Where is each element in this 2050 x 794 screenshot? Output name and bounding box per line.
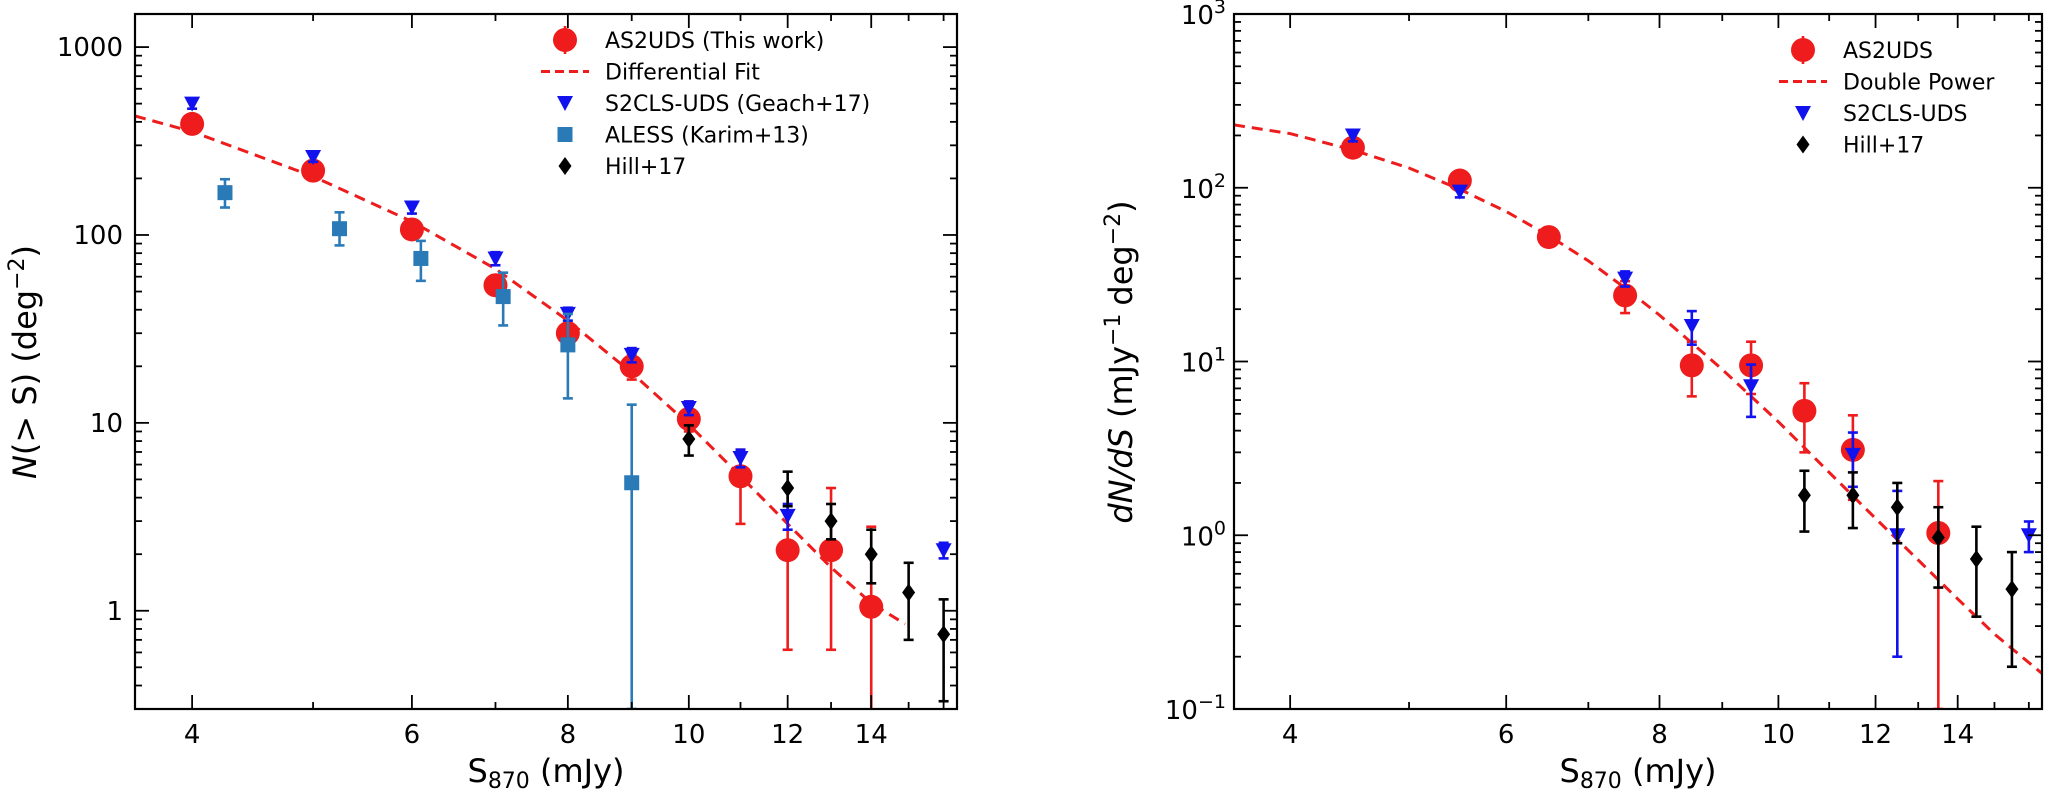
legend-as2uds-this-work-swatch	[553, 28, 577, 52]
cumulative-marks	[135, 96, 952, 709]
y-tick-label: 1	[106, 597, 123, 627]
y-tick-label: 10	[90, 409, 123, 439]
aless-karim-13-point	[624, 475, 640, 491]
as2uds-point	[1536, 225, 1561, 250]
s2cls-uds-geach-17-point	[779, 508, 796, 524]
legend-hill-17-swatch	[1796, 135, 1810, 154]
legend-aless-karim-13-swatch	[557, 127, 573, 142]
y-tick-label: 100	[73, 221, 123, 251]
y-tick-label: 102	[1181, 170, 1226, 205]
as2uds-point	[1613, 283, 1638, 308]
s2cls-uds-geach-17-point	[184, 96, 201, 112]
hill-17-point	[824, 512, 838, 531]
aless-karim-13-point	[495, 289, 511, 305]
hill-17-point	[1890, 498, 1904, 517]
legend-s2cls-uds-geach-17-label: S2CLS-UDS (Geach+17)	[605, 92, 870, 117]
cumulative-x-axis-label: S870 (mJy)	[468, 752, 625, 794]
s2cls-uds-geach-17-point	[305, 150, 322, 166]
x-tick-label: 14	[855, 720, 888, 750]
s2cls-uds-geach-17-point	[935, 543, 952, 559]
s2cls-uds-point	[1451, 184, 1468, 200]
legend-hill-17-label: Hill+17	[605, 155, 686, 180]
legend-s2cls-uds-label: S2CLS-UDS	[1843, 102, 1968, 127]
as2uds-this-work-point	[301, 158, 326, 183]
legend-hill-17-label: Hill+17	[1843, 134, 1924, 159]
legend-hill-17-swatch	[558, 157, 572, 175]
x-tick-label: 14	[1941, 720, 1974, 750]
legend-s2cls-uds-swatch	[1795, 106, 1811, 121]
s2cls-uds-point	[1844, 447, 1861, 463]
s2cls-uds-geach-17-point	[623, 347, 640, 363]
as2uds-this-work-point	[819, 538, 844, 563]
y-tick-label: 1000	[57, 33, 123, 63]
hill-17-point	[864, 545, 878, 564]
as2uds-this-work-point	[619, 354, 644, 379]
hill-17-point	[781, 479, 795, 498]
aless-karim-13-point	[332, 221, 348, 237]
cumulative-legend: AS2UDS (This work) Differential Fit S2CLS-…	[541, 26, 870, 180]
x-tick-label: 6	[1498, 720, 1515, 750]
cumulative-plot-frame	[133, 12, 959, 711]
as2uds-this-work-point	[676, 406, 701, 431]
s2cls-uds-geach-17-point	[680, 400, 697, 416]
differential-ticks: 4 6 8 10 12 14 10−1 100 101 102 103	[1165, 0, 2042, 750]
s2cls-uds-point	[1683, 319, 1700, 335]
s2cls-uds-point	[1617, 271, 1634, 287]
legend-aless-karim-13-label: ALESS (Karim+13)	[605, 124, 809, 149]
as2uds-point	[1792, 398, 1817, 423]
x-tick-label: 4	[184, 720, 201, 750]
double-power-fit-line	[1234, 123, 2042, 675]
legend-double-power-label: Double Power	[1843, 71, 1995, 96]
legend-s2cls-uds-geach-17-swatch	[557, 96, 573, 111]
differential-counts-chart: 4 6 8 10 12 14 10−1 100 101 102 103 S870 (mJy) dN/…	[1101, 0, 2044, 794]
aless-karim-13-point	[560, 337, 576, 353]
x-tick-label: 10	[1762, 720, 1795, 750]
s2cls-uds-geach-17-point	[403, 200, 420, 216]
differential-fit-fit-line	[135, 114, 906, 626]
as2uds-point	[1679, 353, 1704, 378]
differential-legend: AS2UDS Double Power S2CLS-UDS Hill+17	[1779, 36, 1995, 159]
hill-17-point	[937, 625, 951, 644]
x-tick-label: 8	[1651, 720, 1668, 750]
s2cls-uds-geach-17-point	[732, 451, 749, 467]
x-tick-label: 10	[672, 720, 705, 750]
as2uds-this-work-point	[399, 217, 424, 242]
legend-as2uds-label: AS2UDS	[1843, 39, 1933, 64]
s2cls-uds-point	[1743, 379, 1760, 395]
as2uds-this-work-point	[859, 594, 884, 619]
aless-karim-13-point	[217, 185, 233, 201]
y-tick-label: 103	[1181, 0, 1226, 31]
s2cls-uds-point	[1344, 128, 1361, 144]
hill-17-point	[1797, 486, 1811, 505]
y-tick-label: 10−1	[1165, 691, 1226, 726]
cumulative-y-axis-label: N(> S) (deg−2)	[5, 245, 45, 479]
hill-17-point	[1969, 549, 1983, 568]
differential-y-axis-label: dN/dS(mJy−1deg−2)	[1101, 200, 1141, 523]
y-tick-label: 101	[1181, 344, 1226, 379]
x-tick-label: 8	[560, 720, 577, 750]
differential-x-axis-label: S870 (mJy)	[1560, 752, 1717, 794]
y-tick-label: 100	[1181, 517, 1226, 552]
aless-karim-13-point	[413, 250, 429, 266]
x-tick-label: 4	[1282, 720, 1299, 750]
s2cls-uds-geach-17-point	[487, 251, 504, 267]
cumulative-ticks: 4 6 8 10 12 14 1 10 100 1000	[57, 14, 957, 750]
hill-17-point	[1931, 528, 1945, 547]
hill-17-point	[1846, 486, 1860, 505]
legend-as2uds-this-work-label: AS2UDS (This work)	[605, 29, 824, 54]
differential-marks	[1234, 123, 2042, 709]
hill-17-point	[2005, 580, 2019, 599]
x-tick-label: 12	[1859, 720, 1892, 750]
hill-17-point	[902, 583, 916, 602]
legend-as2uds-swatch	[1791, 38, 1815, 62]
cumulative-counts-chart: 4 6 8 10 12 14 1 10 100 1000 S870 (mJy) N(> S) (d…	[5, 12, 959, 794]
x-tick-label: 12	[771, 720, 804, 750]
as2uds-this-work-point	[180, 111, 205, 136]
x-tick-label: 6	[404, 720, 421, 750]
as2uds-point	[1340, 135, 1365, 160]
hill-17-point	[682, 430, 696, 449]
legend-differential-fit-label: Differential Fit	[605, 61, 760, 86]
as2uds-this-work-point	[775, 538, 800, 563]
